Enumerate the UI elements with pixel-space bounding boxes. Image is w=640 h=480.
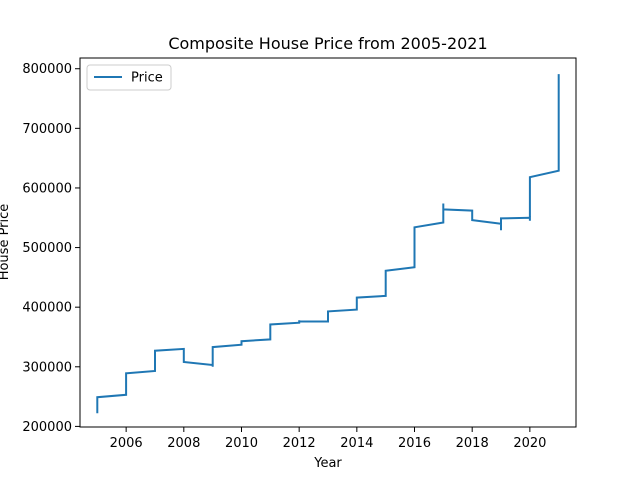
x-axis: 2006 2008 2010 2012 2014 2016 2018 2020 (110, 427, 546, 451)
y-axis: 200000 300000 400000 500000 600000 700000 8000… (22, 62, 80, 435)
axes-frame (79, 57, 577, 428)
x-tick-label: 2014 (340, 436, 373, 451)
chart-title: Composite House Price from 2005-2021 (168, 34, 487, 53)
y-tick-label: 200000 (22, 420, 72, 435)
legend-label-price: Price (131, 71, 163, 86)
plot-area (96, 74, 560, 414)
y-axis-label: House Price (0, 204, 12, 281)
x-tick-label: 2010 (225, 436, 258, 451)
legend: Price (86, 64, 172, 91)
y-tick-label: 800000 (22, 62, 72, 77)
x-tick-label: 2008 (167, 436, 200, 451)
x-tick-label: 2012 (283, 436, 316, 451)
y-tick-label: 600000 (22, 181, 72, 196)
y-tick-label: 500000 (22, 241, 72, 256)
y-tick-label: 700000 (22, 122, 72, 137)
y-tick-label: 400000 (22, 301, 72, 316)
x-tick-label: 2016 (398, 436, 431, 451)
x-tick-label: 2020 (513, 436, 546, 451)
x-tick-label: 2006 (110, 436, 143, 451)
x-tick-label: 2018 (456, 436, 489, 451)
legend-box (86, 64, 172, 91)
series-line-price (96, 74, 560, 414)
y-tick-label: 300000 (22, 360, 72, 375)
x-axis-label: Year (313, 456, 342, 471)
